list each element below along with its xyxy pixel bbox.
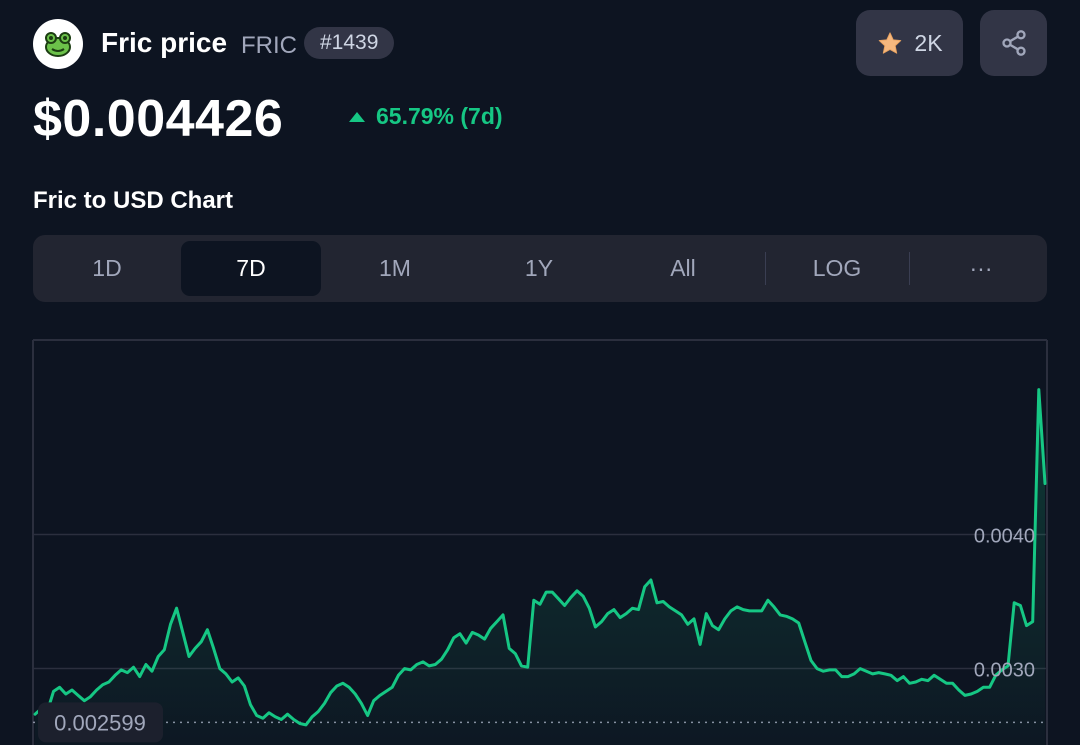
rank-badge: #1439 xyxy=(304,27,395,59)
tab-all[interactable]: All xyxy=(670,255,696,281)
share-button[interactable] xyxy=(980,10,1047,76)
series-line xyxy=(33,388,1047,727)
tab-1m[interactable]: 1M xyxy=(379,255,411,281)
price-change: 65.79% (7d) xyxy=(348,103,503,130)
tab-7d[interactable]: 7D xyxy=(181,241,321,296)
coin-symbol: FRIC xyxy=(241,32,297,59)
star-icon xyxy=(879,31,902,54)
y-tick-label: 0.0040 xyxy=(974,525,1035,547)
reference-label-box xyxy=(38,702,163,743)
watchlist-count: 2K xyxy=(914,29,943,56)
current-price: $0.004426 xyxy=(33,90,284,148)
tab-1d[interactable]: 1D xyxy=(92,255,122,281)
time-range-selector: 1D 7D 1M 1Y All LOG ··· xyxy=(33,235,1047,302)
share-icon xyxy=(1001,30,1026,56)
triangle-up-icon xyxy=(349,111,365,122)
tab-1y[interactable]: 1Y xyxy=(524,255,554,281)
frog-icon xyxy=(45,32,71,57)
reference-label: 0.002599 xyxy=(54,710,146,735)
tab-log[interactable]: LOG xyxy=(812,255,862,281)
tab-divider xyxy=(765,252,766,285)
chart-heading: Fric to USD Chart xyxy=(33,187,234,214)
coin-title: Fric price xyxy=(101,27,228,58)
series-area xyxy=(35,389,1045,745)
watchlist-button[interactable]: 2K xyxy=(856,10,963,76)
coin-logo xyxy=(33,19,83,69)
tab-divider xyxy=(909,252,910,285)
price-chart[interactable]: 0.0040 0.0030 0.002599 xyxy=(0,330,1080,745)
price-change-value: 65.79% (7d) xyxy=(376,103,503,129)
y-tick-label: 0.0030 xyxy=(974,660,1035,682)
more-options-button[interactable]: ··· xyxy=(969,255,993,281)
